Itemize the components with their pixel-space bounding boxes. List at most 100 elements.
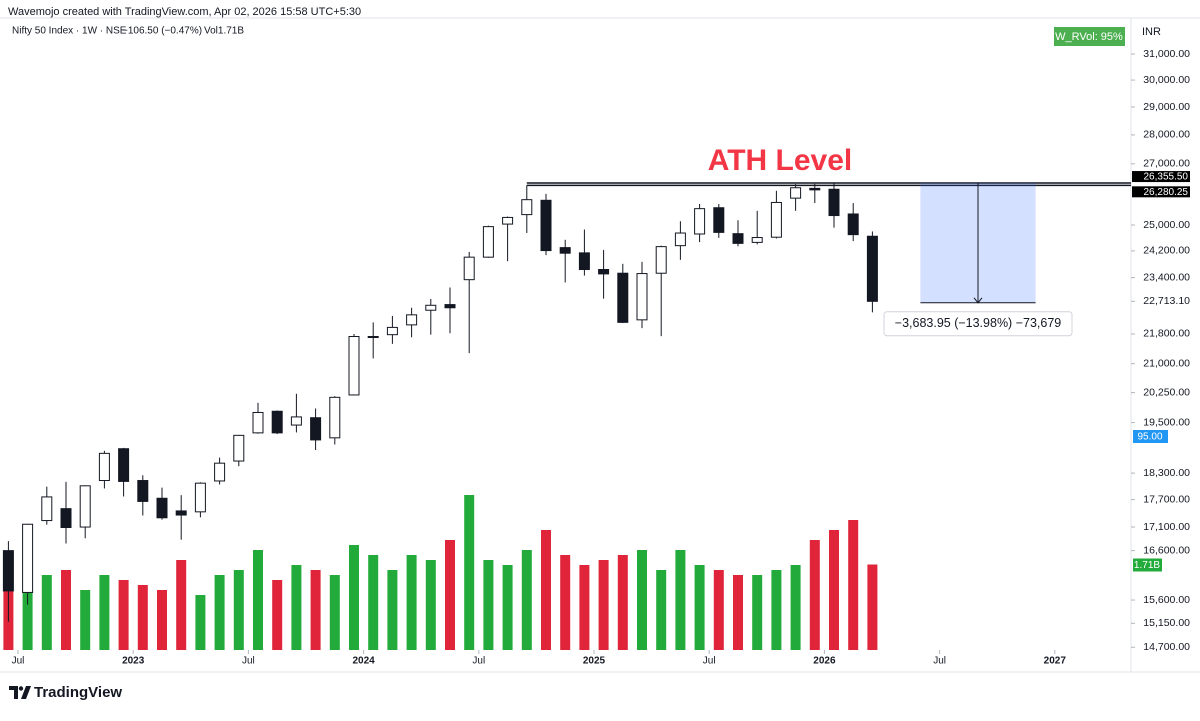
candle-body	[578, 252, 590, 271]
volume-bar	[329, 575, 340, 650]
x-tick-label: Jul	[472, 656, 485, 667]
candle-body	[175, 510, 187, 516]
y-tick-label: 19,500.00	[1143, 416, 1190, 428]
candle-body	[770, 201, 782, 238]
volume-bar	[349, 545, 359, 650]
annotation: ATH Level	[708, 144, 852, 177]
brand: TradingView	[34, 684, 122, 701]
y-tick-label: 18,300.00	[1143, 467, 1190, 479]
candle-body	[98, 452, 110, 482]
measure-arrowhead	[973, 297, 983, 304]
y-tick-label: 21,800.00	[1143, 328, 1190, 340]
volume-bar	[176, 560, 187, 650]
volume-tag-label: 1.71B	[1134, 560, 1160, 571]
y-tick-label: 22,713.10	[1143, 295, 1190, 307]
volume-bar	[214, 575, 225, 650]
level-tag-label: 26,355.50	[1144, 172, 1189, 183]
candle-body	[732, 233, 744, 244]
candle-body	[847, 213, 859, 236]
candle-body	[444, 304, 456, 309]
x-tick-label: Jul	[933, 656, 946, 667]
volume-bar	[99, 575, 110, 650]
volume-bar	[829, 530, 839, 650]
indicator: W_RVol: 95%	[1055, 31, 1123, 43]
volume-bar	[675, 550, 686, 650]
volume-bar	[118, 580, 129, 650]
candle-body	[156, 497, 168, 519]
candle-body	[655, 246, 667, 274]
volume-bar	[771, 570, 782, 650]
candle-body	[828, 188, 840, 217]
candle-body	[866, 235, 878, 302]
level-tag	[1132, 171, 1190, 183]
volume-bar	[483, 560, 494, 650]
volume-bar	[291, 565, 302, 650]
candle-body	[790, 187, 802, 199]
y-tick-label: 29,000.00	[1143, 101, 1190, 113]
volume-bar	[809, 540, 820, 650]
candle-body	[60, 508, 72, 529]
candle-body	[290, 416, 302, 426]
x-tick-label: 2025	[583, 656, 606, 667]
y-tick-label: 23,400.00	[1143, 271, 1190, 283]
candle-body	[310, 417, 322, 441]
candle-body	[367, 336, 379, 339]
x-tick-label: 2027	[1044, 656, 1067, 667]
volume-bar	[195, 595, 206, 650]
y-tick-label: 15,150.00	[1143, 617, 1190, 629]
volume-header: Vol1.71B	[204, 26, 244, 37]
volume-bar	[521, 550, 532, 650]
candle-body	[271, 410, 283, 434]
candle-body	[329, 396, 341, 439]
candle-body	[214, 462, 226, 482]
y-tick-label: 21,000.00	[1143, 357, 1190, 369]
candle-body	[809, 187, 821, 191]
candle-body	[674, 232, 686, 247]
candle-body	[425, 304, 437, 311]
volume-bar	[157, 590, 167, 650]
candle-body	[137, 480, 149, 502]
candle-body	[559, 247, 571, 254]
indicator-box	[1054, 27, 1125, 46]
volume-bar	[752, 575, 763, 650]
y-tick-label: 20,250.00	[1143, 386, 1190, 398]
y-tick-label: 30,000.00	[1143, 74, 1190, 86]
x-tick-label: Jul	[703, 656, 716, 667]
volume-bar	[445, 540, 455, 650]
volume-bar	[387, 570, 398, 650]
candle-body	[502, 216, 514, 225]
volume-bar	[41, 575, 52, 650]
candle-body	[751, 237, 763, 243]
volume-bar	[253, 550, 263, 650]
y-tick-label: 28,000.00	[1143, 129, 1190, 141]
candle-body	[118, 448, 130, 482]
candle-body	[386, 326, 398, 336]
y-tick-label: 15,600.00	[1143, 594, 1190, 606]
y-tick-label: 24,200.00	[1143, 245, 1190, 257]
volume-bar	[80, 590, 91, 650]
volume-bar	[464, 495, 475, 650]
volume-bar	[617, 555, 628, 650]
candle-body	[79, 485, 91, 528]
volume-bar	[733, 575, 743, 650]
currency: INR	[1142, 26, 1161, 38]
volume-bar	[310, 570, 321, 650]
candle-body	[617, 272, 629, 323]
change: −106.50 (−0.47%)	[122, 26, 202, 37]
volume-bar	[502, 565, 513, 650]
symbol: Nifty 50 Index · 1W · NSE	[12, 26, 127, 37]
x-tick-label: 2023	[122, 656, 145, 667]
volume-bar	[137, 585, 148, 650]
volume-bar	[368, 555, 379, 650]
volume-bar	[867, 564, 878, 650]
logo	[9, 686, 31, 699]
volume-tag	[1133, 558, 1162, 572]
candle-body	[406, 314, 418, 326]
volume-bar	[272, 580, 283, 650]
volume-bar	[61, 570, 71, 650]
y-tick-label: 14,700.00	[1143, 641, 1190, 653]
candle-body	[521, 199, 533, 216]
indicator-tag-label: 95.00	[1137, 432, 1162, 443]
